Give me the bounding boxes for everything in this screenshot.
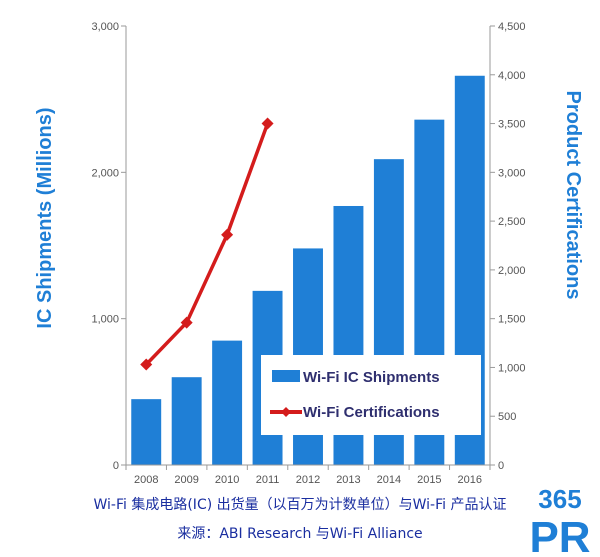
y2-tick-label: 500 <box>498 411 516 423</box>
x-tick-label: 2014 <box>377 474 401 486</box>
x-tick-label: 2012 <box>296 474 320 486</box>
axes: 0 1,000 2,000 3,000 0 500 1,000 1,500 2,000 2,500… <box>91 21 525 486</box>
certifications-point-2010 <box>221 228 234 241</box>
chart: 0 1,000 2,000 3,000 0 500 1,000 1,500 2,000 2,500… <box>34 21 584 486</box>
y2-tick-label: 1,500 <box>498 314 526 326</box>
y-axis-title: IC Shipments (Millions) <box>34 107 56 328</box>
logo-text-bottom: PR <box>529 513 590 556</box>
y2-tick-label: 1,000 <box>498 362 526 374</box>
bar-2010 <box>212 340 243 465</box>
certifications-line <box>144 122 270 366</box>
y-tick-label: 3,000 <box>91 21 119 33</box>
x-tick-label: 2011 <box>256 474 280 486</box>
x-tick-label: 2008 <box>134 474 158 486</box>
legend-swatch-bars <box>272 370 300 382</box>
y2-tick-label: 2,500 <box>498 216 526 228</box>
logo-365pr: 365 PR <box>529 484 590 556</box>
y2-axis-title: Product Certifications <box>562 91 584 300</box>
y2-tick-label: 2,000 <box>498 265 526 277</box>
y2-tick-label: 0 <box>498 460 504 472</box>
legend-label-line: Wi-Fi Certifications <box>303 404 440 421</box>
bar-2009 <box>171 377 202 465</box>
x-tick-label: 2013 <box>336 474 360 486</box>
line-series <box>140 117 274 371</box>
y2-tick-label: 4,500 <box>498 21 526 33</box>
y2-tick-label: 3,500 <box>498 119 526 131</box>
y2-tick-label: 3,000 <box>498 167 526 179</box>
legend: Wi-Fi IC Shipments Wi-Fi Certifications <box>261 355 481 435</box>
y-tick-label: 1,000 <box>91 314 119 326</box>
logo-text-top: 365 <box>538 484 581 514</box>
x-tick-label: 2015 <box>417 474 441 486</box>
y-tick-label: 0 <box>113 460 119 472</box>
certifications-point-2009 <box>180 316 193 329</box>
legend-marker <box>281 407 291 417</box>
legend-label-bars: Wi-Fi IC Shipments <box>303 369 440 386</box>
y-tick-label: 2,000 <box>91 167 119 179</box>
x-tick-label: 2010 <box>215 474 239 486</box>
x-tick-label: 2016 <box>458 474 482 486</box>
certifications-point-2011 <box>261 117 274 130</box>
bar-2008 <box>131 399 162 465</box>
y2-tick-label: 4,000 <box>498 70 526 82</box>
legend-box <box>261 355 481 435</box>
x-tick-label: 2009 <box>174 474 198 486</box>
caption-line-2: 来源：ABI Research 与Wi-Fi Alliance <box>177 526 423 542</box>
caption-line-1: Wi-Fi 集成电路(IC) 出货量（以百万为计数单位）与Wi-Fi 产品认证 <box>93 497 507 513</box>
certifications-point-2008 <box>140 358 153 371</box>
